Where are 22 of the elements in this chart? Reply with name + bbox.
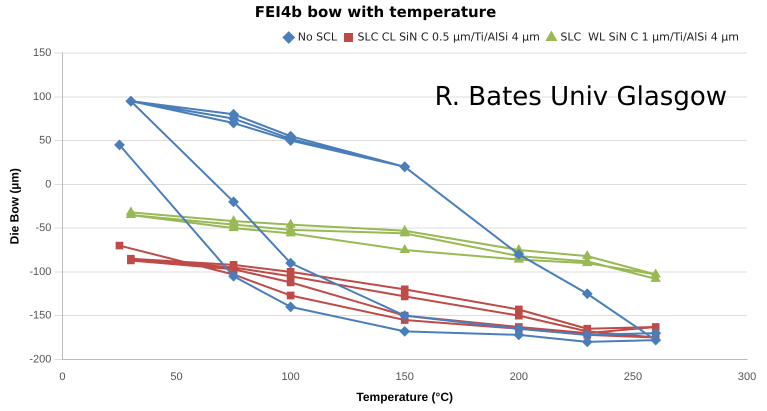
y-tick-label: -200	[29, 353, 52, 366]
x-tick-label: 100	[281, 371, 300, 384]
y-tick-label: 100	[33, 90, 52, 103]
legend-label: SLC WL SiN C 1 µm/Ti/AlSi 4 µm	[560, 30, 740, 44]
y-tick-label: 0	[45, 178, 52, 190]
chart-title: FEI4b bow with temperature	[254, 2, 496, 21]
legend-label: No SCL	[298, 30, 338, 44]
y-tick-label: 150	[33, 47, 52, 60]
y-tick-label: 50	[39, 134, 52, 147]
y-tick-label: -100	[29, 266, 52, 278]
y-tick-label: -50	[36, 222, 52, 234]
annotation: R. Bates Univ Glasgow	[434, 82, 727, 112]
x-tick-label: 150	[396, 371, 414, 384]
x-tick-label: 200	[510, 371, 528, 384]
x-tick-label: 50	[170, 371, 183, 384]
x-tick-label: 0	[59, 371, 66, 384]
x-axis-title: Temperature (°C)	[356, 390, 454, 404]
x-tick-label: 250	[624, 371, 642, 384]
x-tick-label: 300	[738, 371, 756, 384]
legend-label: SLC CL SiN C 0.5 µm/Ti/AlSi 4 µm	[357, 30, 540, 44]
y-tick-label: -150	[29, 310, 52, 322]
y-axis-title: Die Bow (µm)	[8, 168, 22, 244]
